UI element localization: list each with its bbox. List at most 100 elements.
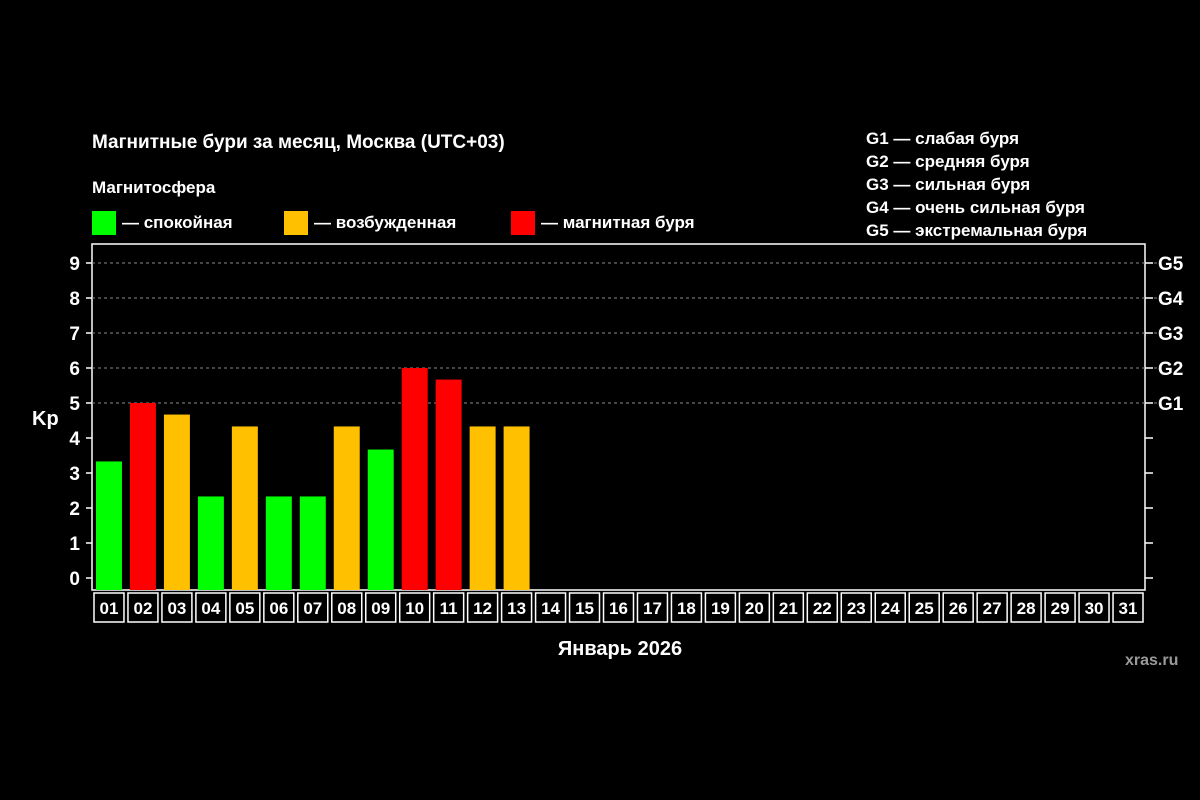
bar [435,379,462,590]
y-tick-label: 4 [69,429,80,450]
x-tick-label: 08 [337,599,356,618]
x-tick-box [1044,592,1076,623]
x-tick-label: 29 [1051,599,1070,618]
bar [401,368,428,590]
bar [299,496,326,590]
bar [129,403,156,590]
x-tick-label: 09 [371,599,390,618]
legend-swatch-excited [284,211,308,235]
legend-item-storm: — магнитная буря [511,211,695,235]
x-tick-label: 31 [1119,599,1138,618]
x-tick-box [874,592,906,623]
x-tick-box [398,592,431,623]
g-legend-g1: G1 — слабая буря [866,129,1020,148]
x-tick-label: 22 [813,599,832,618]
x-tick-label: 12 [473,599,492,618]
chart-title: Магнитные бури за месяц, Москва (UTC+03) [92,132,505,153]
bar [163,414,190,590]
g-tick-label: G4 [1158,289,1184,310]
bar [265,496,292,590]
bar [96,461,122,590]
g-scale-legend: G1 — слабая буря G2 — средняя буря G3 — … [866,127,1087,242]
legend-label-storm: — магнитная буря [541,213,695,232]
legend-swatch-calm [92,211,116,235]
x-tick-label: 14 [541,599,560,618]
bar [197,496,224,590]
x-tick-box [976,592,1008,623]
legend-item-calm: — спокойная [92,211,233,235]
y-tick-label: 5 [69,394,80,415]
x-tick-box [161,592,193,623]
x-tick-box [942,592,974,623]
y-tick-label: 0 [69,569,80,590]
g-tick-label: G5 [1158,254,1184,275]
x-tick-box [127,592,159,623]
x-tick-label: 17 [643,599,662,618]
x-tick-label: 27 [983,599,1002,618]
x-tick-label: 02 [133,599,152,618]
legend-title: Магнитосфера [92,178,216,197]
y-tick-label: 3 [69,464,80,485]
x-tick-box [229,592,261,623]
x-tick-label: 05 [235,599,254,618]
x-tick-box [1010,592,1042,623]
x-tick-box [772,592,805,623]
x-tick-box [432,592,465,623]
bar [333,426,360,590]
x-tick-label: 24 [881,599,900,618]
x-tick-box [263,592,295,623]
x-tick-label: 18 [677,599,696,618]
x-tick-label: 19 [711,599,730,618]
x-tick-label: 06 [269,599,288,618]
g-tick-label: G1 [1158,394,1184,415]
g-legend-g3: G3 — сильная буря [866,175,1031,194]
x-tick-label: 10 [405,599,424,618]
bar [231,426,258,590]
x-tick-box [908,592,940,623]
watermark: xras.ru [1125,652,1179,669]
x-tick-box [93,592,125,623]
bar [367,449,394,590]
x-tick-box [738,592,771,623]
x-tick-label: 21 [779,599,798,618]
x-tick-box [568,592,601,623]
x-tick-box [840,592,873,623]
x-axis-title: Январь 2026 [557,638,683,660]
x-tick-label: 26 [949,599,968,618]
x-tick-label: 07 [303,599,322,618]
bar [503,426,530,590]
x-tick-box [195,592,227,623]
x-tick-box [1078,592,1110,623]
legend-swatch-storm [511,211,535,235]
x-tick-box [364,592,397,623]
x-tick-label: 16 [609,599,628,618]
x-tick-label: 03 [167,599,186,618]
x-tick-label: 28 [1017,599,1036,618]
legend-label-excited: — возбужденная [314,213,457,232]
y-tick-label: 7 [69,324,80,345]
x-tick-label: 23 [847,599,866,618]
bar [469,426,496,590]
y-tick-label: 2 [69,499,80,520]
x-tick-box [636,592,669,623]
x-tick-box [500,592,533,623]
y-axis-label: Kp [32,408,59,430]
x-tick-box [297,592,329,623]
x-tick-box [602,592,635,623]
g-legend-g5: G5 — экстремальная буря [866,221,1088,240]
g-legend-g2: G2 — средняя буря [866,152,1030,171]
g-legend-g4: G4 — очень сильная буря [866,198,1085,217]
x-tick-label: 15 [575,599,594,618]
y-tick-label: 8 [69,289,80,310]
x-tick-box [806,592,839,623]
x-tick-label: 11 [440,599,458,618]
x-tick-box [466,592,499,623]
x-tick-label: 13 [507,599,526,618]
x-tick-label: 01 [100,599,119,618]
y-tick-label: 6 [69,359,80,380]
x-tick-box [670,592,703,623]
x-tick-label: 30 [1085,599,1104,618]
x-tick-box [331,592,363,623]
plot-frame [91,243,1146,591]
